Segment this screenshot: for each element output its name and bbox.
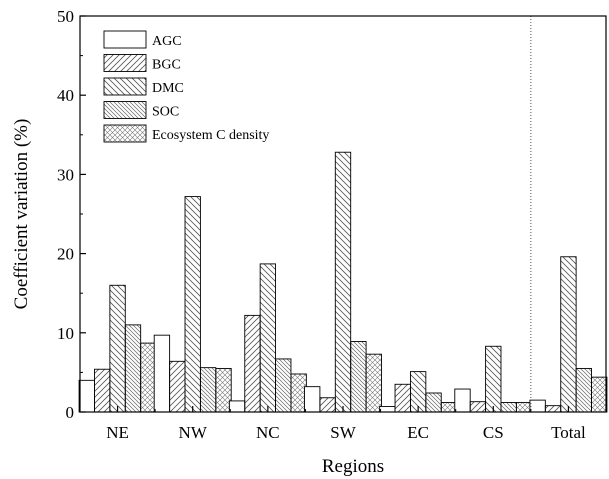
bar-dmc-total [560,256,577,413]
legend-swatch [103,77,147,96]
legend: AGC BGC DMC SOC Ecosystem C density [103,30,269,143]
legend-swatch [103,101,147,119]
bar-dmc-nw [184,196,201,413]
y-axis: 0 10 20 30 40 50 [57,7,86,422]
bar-dmc-ec [409,371,427,413]
bar-soc-sw [350,341,367,413]
bar-soc-nc [275,358,292,413]
bar-ecosystem-c-density-nw [215,367,232,413]
y-tick-label: 20 [57,245,74,264]
legend-label: DMC [152,81,184,96]
bar-ecosystem-c-density-ne [140,342,157,413]
bar-soc-nw [199,367,217,413]
x-tick-label: SW [330,423,356,442]
bar-agc-nw [153,334,171,413]
bar-agc-ne [78,379,95,413]
bar-bgc-sw [319,397,336,413]
bar-ecosystem-c-density-cs [515,402,533,413]
x-axis: NE NW NC SW EC CS Total [106,406,586,442]
x-tick-label: EC [407,423,429,442]
bar-bgc-nw [169,360,186,413]
bar-agc-total [529,399,546,413]
bar-dmc-nc [259,263,277,413]
bar-ecosystem-c-density-sw [365,353,382,413]
bar-dmc-sw [334,151,352,413]
bar-dmc-cs [485,345,502,413]
y-tick-label: 50 [57,7,74,26]
bar-ecosystem-c-density-total [591,376,608,413]
bar-bgc-ne [94,368,111,413]
bar-bgc-nc [244,314,261,413]
legend-label: BGC [152,58,181,73]
bar-agc-sw [304,386,321,413]
legend-swatch [103,30,147,49]
bar-agc-ec [379,406,396,413]
x-tick-label: Total [551,423,586,442]
legend-label: AGC [152,34,182,49]
x-tick-label: NC [256,423,280,442]
y-tick-label: 10 [57,324,74,343]
y-tick-label: 40 [57,86,74,105]
bar-bgc-cs [469,401,487,413]
bar-ecosystem-c-density-nc [290,373,307,413]
x-tick-label: NE [106,423,129,442]
bar-dmc-ne [109,284,126,413]
bar-ecosystem-c-density-ec [440,402,458,413]
y-axis-title: Coefficient variation (%) [11,119,32,310]
bar-soc-total [575,367,592,413]
bars-layer [78,151,608,413]
bar-soc-cs [500,402,517,413]
x-tick-label: CS [483,423,504,442]
bar-agc-cs [454,388,471,413]
bar-bgc-ec [394,383,411,413]
bar-soc-ne [124,324,142,413]
y-tick-label: 30 [57,165,74,184]
y-tick-label: 0 [66,403,75,422]
legend-swatch [103,54,147,72]
bar-agc-nc [228,400,246,413]
legend-label: Ecosystem C density [152,128,269,143]
bar-soc-ec [425,392,442,413]
x-tick-label: NW [179,423,208,442]
legend-label: SOC [152,105,179,120]
bar-bgc-total [544,405,562,413]
legend-swatch [103,124,147,143]
x-axis-title: Regions [322,456,384,477]
